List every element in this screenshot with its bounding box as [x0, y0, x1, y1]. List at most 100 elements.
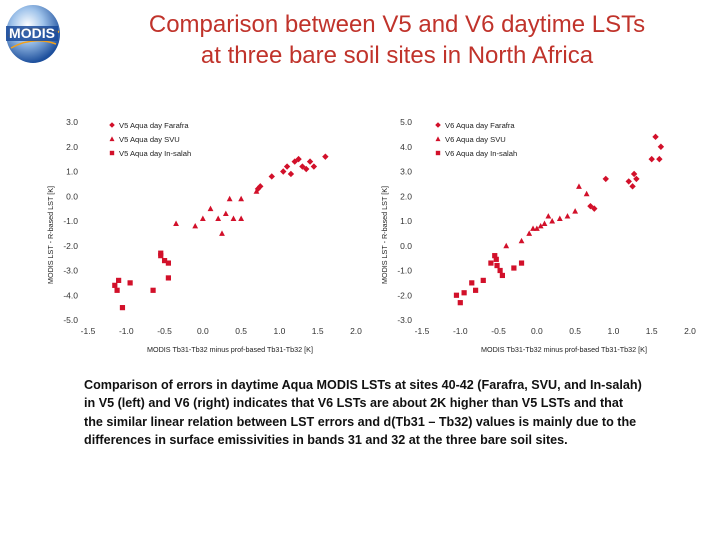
data-point	[503, 242, 510, 249]
data-point	[453, 292, 460, 298]
x-axis-label: MODIS Tb31-Tb32 minus prof-based Tb31-Tb…	[147, 345, 313, 354]
y-tick-label: -2.0	[63, 241, 78, 251]
legend-label: V6 Aqua day Farafra	[445, 121, 515, 130]
data-point	[625, 178, 632, 185]
y-tick-label: 0.0	[400, 241, 412, 251]
logo-text: MODIS	[9, 25, 55, 41]
y-tick-label: 2.0	[66, 142, 78, 152]
x-tick-label: -1.5	[415, 326, 430, 336]
data-point	[488, 260, 494, 266]
x-tick-label: 2.0	[350, 326, 362, 336]
data-point	[127, 280, 133, 286]
data-point	[165, 275, 171, 281]
data-point	[576, 183, 582, 189]
x-tick-label: 2.0	[684, 326, 696, 336]
x-tick-label: 1.0	[274, 326, 286, 336]
legend-label: V6 Aqua day In-salah	[445, 149, 517, 158]
data-point	[526, 230, 533, 236]
x-tick-label: 0.0	[197, 326, 209, 336]
y-axis-label: MODIS LST - R-based LST [K]	[380, 186, 389, 284]
data-point	[549, 218, 556, 224]
data-point	[173, 220, 179, 226]
data-point	[322, 153, 329, 160]
data-point	[280, 168, 287, 175]
legend-marker	[435, 136, 441, 142]
x-tick-label: 1.5	[646, 326, 658, 336]
data-point	[192, 222, 199, 229]
data-point	[493, 256, 499, 262]
data-point	[652, 133, 659, 141]
data-point	[291, 158, 298, 165]
title-line-2: at three bare soil sites in North Africa	[200, 42, 594, 69]
data-point	[518, 260, 525, 266]
chart-v5: -1.5 -1.0 -0.5 0.0 0.5 1.0 1.5 2.0 3.0 2.0 1.0 0.0 -…	[44, 112, 374, 358]
data-point	[299, 163, 306, 170]
y-tick-label: 1.0	[400, 216, 412, 226]
data-point	[583, 190, 590, 197]
x-tick-label: -0.5	[157, 326, 172, 336]
legend-marker	[435, 150, 441, 156]
data-point	[112, 282, 118, 288]
data-point	[119, 305, 126, 311]
data-point	[199, 215, 206, 221]
data-point	[253, 188, 260, 194]
data-point	[114, 287, 120, 293]
x-tick-label: -1.0	[119, 326, 134, 336]
data-point	[306, 158, 314, 165]
data-point	[587, 202, 594, 210]
legend-marker	[435, 122, 441, 128]
x-tick-label: 1.5	[312, 326, 324, 336]
data-point	[572, 208, 579, 214]
y-tick-label: -2.0	[397, 290, 412, 300]
data-point	[494, 262, 500, 269]
y-tick-label: 3.0	[66, 117, 78, 127]
y-tick-label: -3.0	[63, 266, 78, 276]
data-point	[161, 258, 168, 264]
legend-marker	[109, 150, 115, 156]
y-tick-label: 0.0	[66, 191, 78, 201]
data-point	[222, 210, 229, 217]
y-tick-label: 2.0	[400, 191, 412, 201]
legend-marker	[109, 136, 115, 142]
x-axis-label: MODIS Tb31-Tb32 minus prof-based Tb31-Tb…	[481, 345, 647, 354]
data-point	[499, 272, 505, 279]
data-point	[657, 143, 665, 150]
y-axis-label: MODIS LST - R-based LST [K]	[46, 186, 55, 284]
data-point	[295, 155, 302, 163]
y-tick-label: 5.0	[400, 117, 412, 127]
y-tick-label: -5.0	[63, 315, 78, 325]
x-tick-label: -1.5	[81, 326, 96, 336]
legend-label: V5 Aqua day SVU	[119, 135, 180, 144]
data-point	[226, 195, 233, 202]
data-point	[158, 250, 164, 256]
legend-label: V5 Aqua day In-salah	[119, 149, 191, 158]
data-point	[511, 265, 517, 271]
x-tick-label: 1.0	[608, 326, 620, 336]
data-point	[518, 237, 525, 244]
data-point	[541, 220, 548, 226]
figure-caption: Comparison of errors in daytime Aqua MOD…	[84, 378, 642, 447]
data-point	[310, 163, 318, 170]
data-point	[545, 213, 552, 219]
data-point	[469, 280, 475, 286]
data-point	[287, 170, 295, 178]
chart-v6: -1.5 -1.0 -0.5 0.0 0.5 1.0 1.5 2.0 5.0 4.0 3.0 2.0 1…	[378, 112, 708, 358]
data-point	[268, 173, 275, 180]
data-point	[116, 277, 122, 283]
scatter-plot: -1.5 -1.0 -0.5 0.0 0.5 1.0 1.5 2.0 3.0 2.0 1.0 0.0 -…	[46, 117, 362, 354]
data-point	[648, 155, 655, 163]
x-tick-label: -0.5	[491, 326, 506, 336]
x-tick-label: 0.0	[531, 326, 543, 336]
data-point	[238, 215, 245, 221]
data-point	[480, 277, 486, 283]
data-point	[303, 165, 310, 173]
data-point	[238, 195, 245, 202]
y-tick-label: 4.0	[400, 142, 412, 152]
y-tick-label: -3.0	[397, 315, 412, 325]
x-tick-label: -1.0	[453, 326, 468, 336]
y-tick-label: 1.0	[66, 167, 78, 177]
modis-logo-graphic: MODIS	[6, 5, 60, 63]
modis-logo: MODIS	[2, 2, 64, 66]
legend-label: V6 Aqua day SVU	[445, 135, 506, 144]
data-point	[492, 253, 498, 259]
